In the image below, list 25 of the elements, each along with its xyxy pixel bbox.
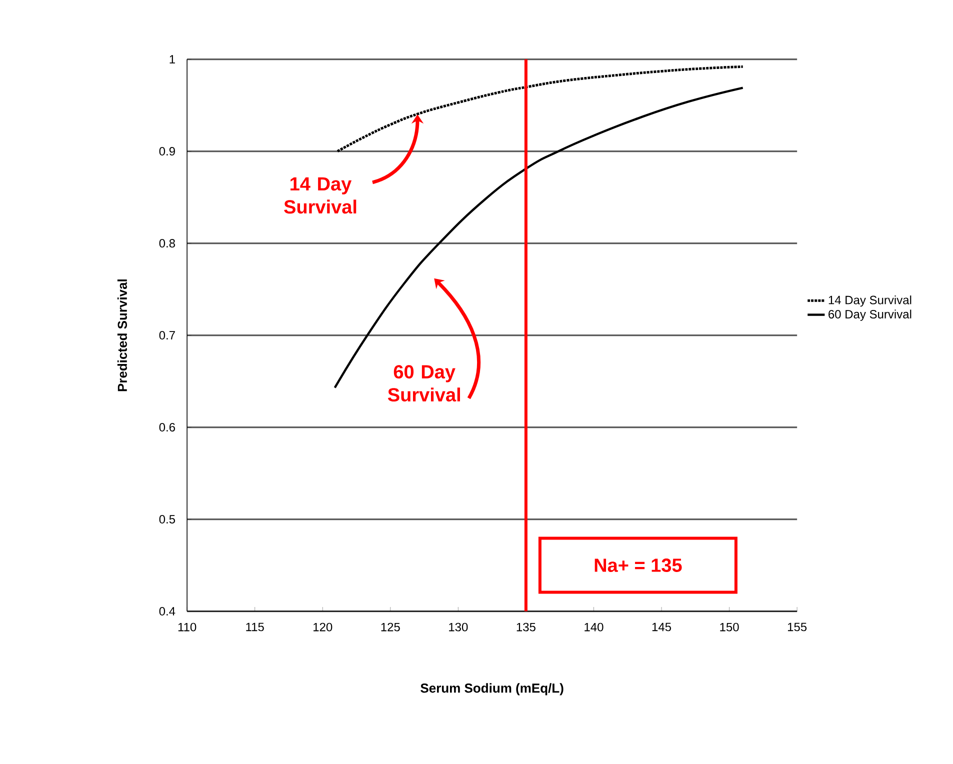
y-tick-label: 0.5 <box>159 515 176 524</box>
x-axis-title: Serum Sodium (mEq/L) <box>420 683 564 696</box>
x-tick-label: 145 <box>652 622 672 632</box>
x-tick-label: 110 <box>178 622 196 632</box>
y-tick-label: 0.7 <box>159 331 175 340</box>
y-tick-label: 0.4 <box>159 607 176 616</box>
x-tick-label: 115 <box>246 622 264 632</box>
x-tick-label: 150 <box>720 622 739 632</box>
line-series <box>336 65 744 153</box>
x-tick-label: 155 <box>788 622 807 632</box>
y-tick-label: 1 <box>170 55 175 64</box>
y-tick-label: 0.6 <box>159 423 176 432</box>
y-tick-label: 0.9 <box>159 147 175 156</box>
annotation: 14 Day Survival <box>284 177 356 214</box>
x-tick-label: 135 <box>516 622 536 632</box>
legend-label: 60 Day Survival <box>828 310 912 321</box>
x-tick-label: 125 <box>381 622 400 632</box>
annotation: 60 Day Survival <box>388 365 460 402</box>
x-tick-label: 120 <box>314 622 332 632</box>
legend-label: 14 Day Survival <box>828 295 912 307</box>
y-axis-title: Predicted Survival <box>117 279 127 392</box>
ref-line-label: Na+ = 135 <box>594 558 682 572</box>
x-tick-label: 130 <box>449 622 468 632</box>
y-tick-label: 0.8 <box>159 239 176 248</box>
x-tick-label: 140 <box>584 622 604 632</box>
